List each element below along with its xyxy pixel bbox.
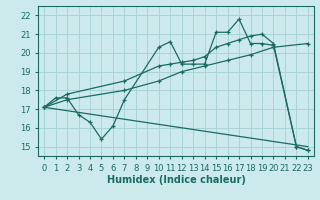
X-axis label: Humidex (Indice chaleur): Humidex (Indice chaleur) <box>107 175 245 185</box>
